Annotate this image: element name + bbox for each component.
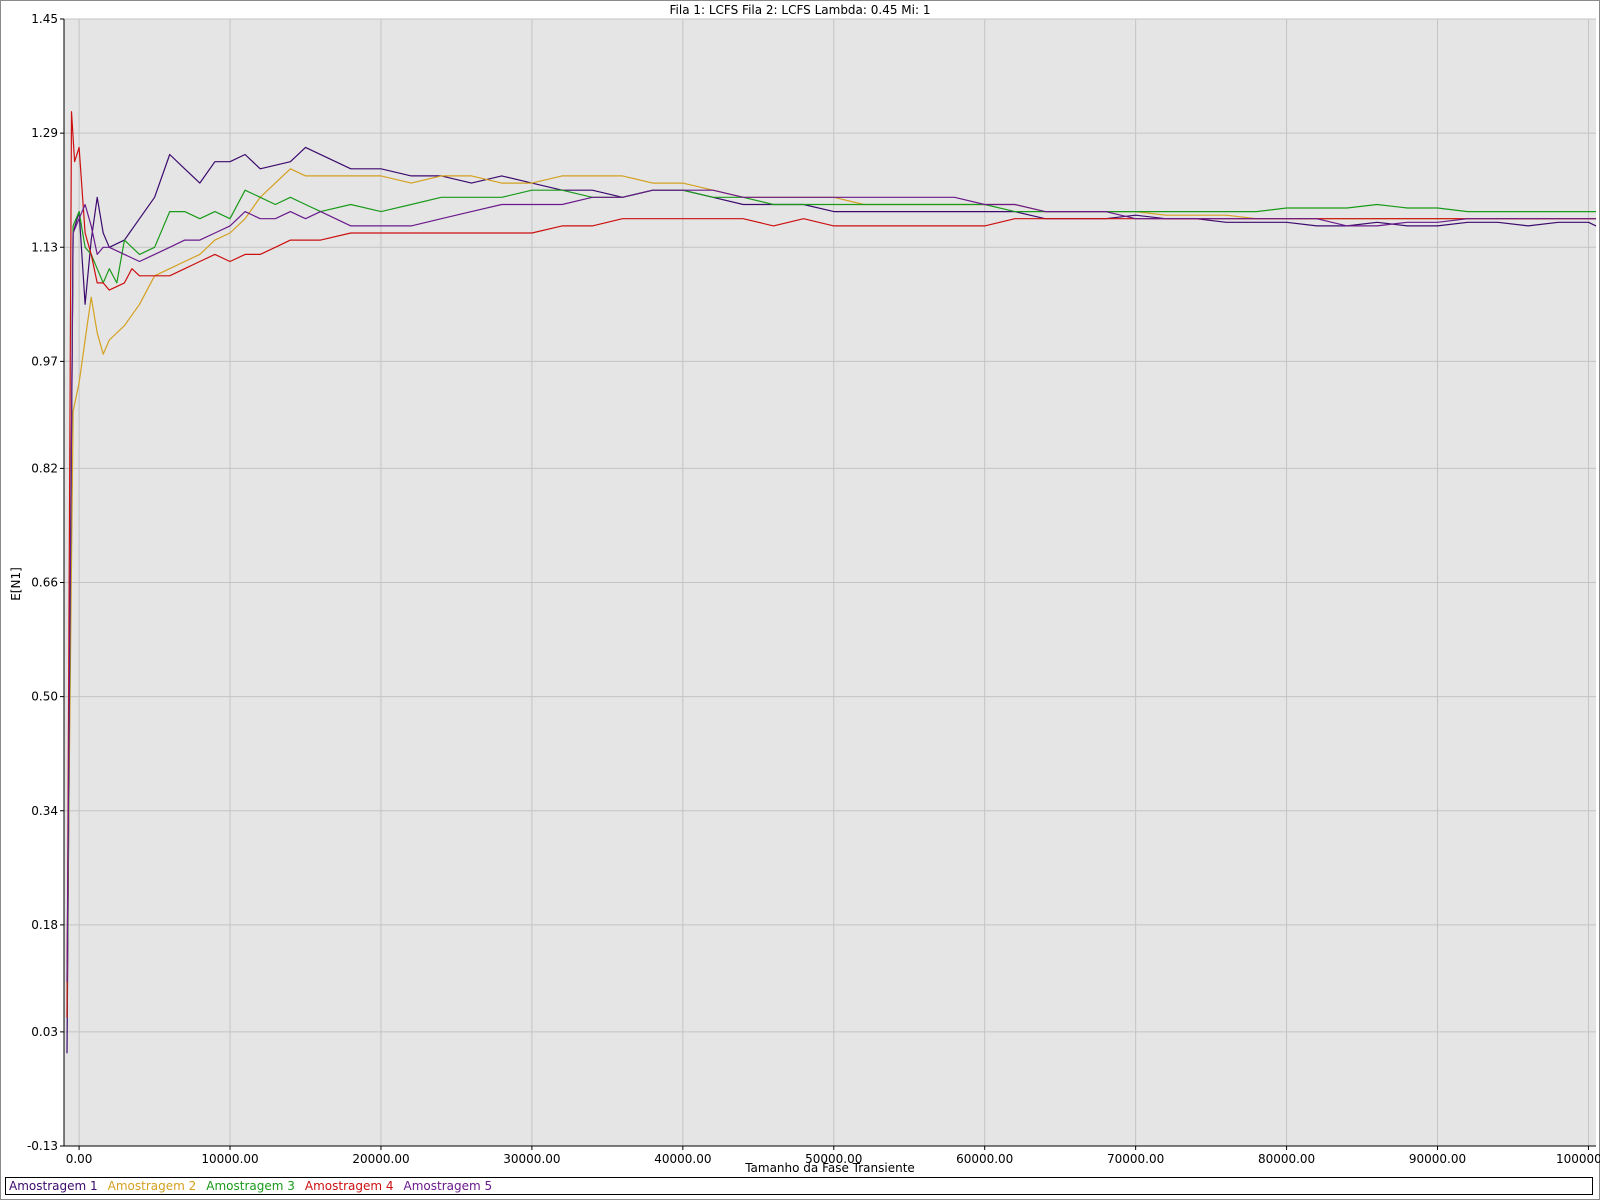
x-tick-label: 100000.00 [1556,1152,1600,1166]
axes: 0.00 10000.00 20000.00 30000.00 40000.00 5000… [27,12,1600,1166]
y-tick-label: 0.66 [31,576,58,590]
legend: Amostragem 1 Amostragem 2 Amostragem 3 Amos… [5,1177,1593,1195]
chart-title: Fila 1: LCFS Fila 2: LCFS Lambda: 0.45 M… [670,3,931,17]
x-tick-label: 60000.00 [956,1152,1013,1166]
y-tick-label: 0.03 [31,1025,58,1039]
x-tick-label: 20000.00 [352,1152,409,1166]
legend-item-3: Amostragem 3 [206,1179,295,1193]
y-tick-label: 0.18 [31,918,58,932]
y-tick-label: 1.13 [31,240,58,254]
x-tick-label: 40000.00 [654,1152,711,1166]
legend-item-2: Amostragem 2 [107,1179,197,1193]
grid-lines [64,18,1596,1147]
x-tick-label: 90000.00 [1409,1152,1466,1166]
y-tick-label: 0.50 [31,690,58,704]
y-tick-label: -0.13 [27,1139,58,1153]
x-tick-label: 80000.00 [1258,1152,1315,1166]
y-tick-label: 0.82 [31,461,58,475]
x-tick-label: 0.00 [66,1152,93,1166]
legend-item-5: Amostragem 5 [403,1179,493,1193]
x-axis-label: Tamanho da Fase Transiente [744,1161,915,1175]
y-tick-label: 1.29 [31,126,58,140]
y-axis-label: E[N1] [9,567,23,601]
x-tick-label: 10000.00 [201,1152,258,1166]
x-tick-label: 70000.00 [1107,1152,1164,1166]
legend-item-4: Amostragem 4 [304,1179,394,1193]
y-tick-label: 0.97 [31,354,58,368]
x-tick-label: 30000.00 [503,1152,560,1166]
y-tick-label: 0.34 [31,804,58,818]
series-lines [66,111,1597,1054]
x-tick-label: 50000.00 [805,1152,862,1166]
y-tick-label: 1.45 [31,12,58,26]
legend-item-1: Amostragem 1 [9,1179,98,1193]
series-line-5 [66,189,1596,982]
